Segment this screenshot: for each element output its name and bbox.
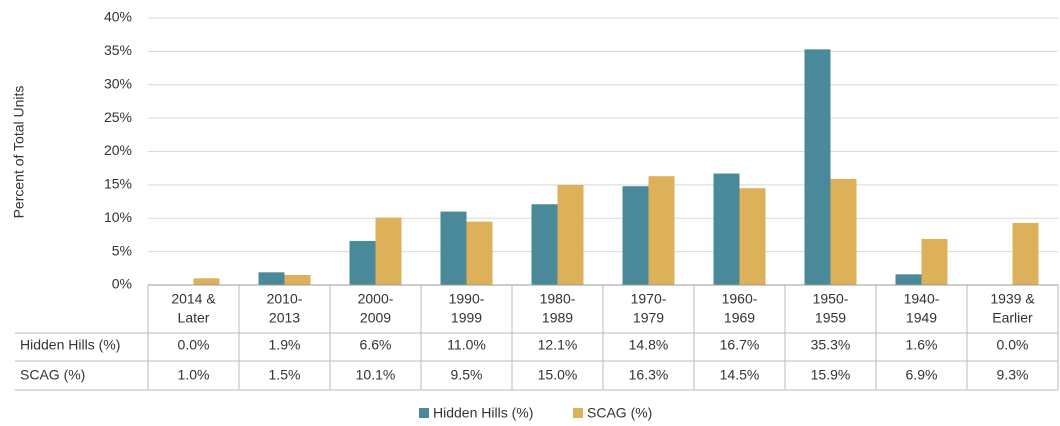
bar: [1012, 222, 1039, 285]
y-tick-label: 30%: [104, 75, 132, 91]
y-tick-label: 40%: [104, 9, 132, 25]
bar: [648, 176, 675, 285]
x-tick-label: 1999: [451, 310, 482, 326]
x-tick-label: 1980-: [540, 291, 576, 307]
bar: [830, 178, 857, 285]
x-tick-label: 2014 &: [171, 291, 216, 307]
y-tick-label: 15%: [104, 176, 132, 192]
y-tick-label: 20%: [104, 142, 132, 158]
x-tick-label: 2010-: [267, 291, 303, 307]
bar: [531, 204, 558, 285]
bar: [713, 173, 740, 285]
x-tick-label: 1990-: [449, 291, 485, 307]
table-cell: 6.6%: [360, 337, 392, 353]
table-cell: 35.3%: [811, 337, 851, 353]
y-axis-label: Percent of Total Units: [11, 86, 27, 219]
table-cell: 11.0%: [447, 337, 486, 353]
table-cell: 16.3%: [629, 367, 669, 383]
y-tick-label: 25%: [104, 109, 132, 125]
x-tick-label: 1940-: [904, 291, 940, 307]
table-cell: 10.1%: [356, 367, 396, 383]
x-tick-label: Later: [178, 310, 210, 326]
bar: [375, 217, 402, 285]
x-tick-label: 1970-: [631, 291, 667, 307]
table-cell: 14.8%: [629, 337, 669, 353]
bar: [921, 238, 948, 285]
x-tick-label: 2009: [360, 310, 391, 326]
x-tick-label: 1979: [633, 310, 664, 326]
x-tick-label: 1959: [815, 310, 846, 326]
legend-label: Hidden Hills (%): [433, 405, 533, 421]
table-cell: 14.5%: [720, 367, 760, 383]
x-tick-label: 2013: [269, 310, 300, 326]
legend-label: SCAG (%): [587, 405, 652, 421]
bar: [284, 274, 311, 285]
bar: [895, 274, 922, 285]
table-cell: 9.5%: [451, 367, 483, 383]
bar: [193, 278, 220, 285]
bar: [440, 211, 467, 285]
x-tick-label: 1989: [542, 310, 573, 326]
bar: [557, 184, 584, 285]
table-cell: 15.0%: [538, 367, 578, 383]
bar: [739, 188, 766, 285]
legend-swatch: [419, 408, 429, 418]
bar: [258, 272, 285, 285]
table-cell: 0.0%: [178, 337, 210, 353]
bar: [804, 49, 831, 286]
x-tick-label: 1939 &: [990, 291, 1035, 307]
y-tick-label: 0%: [112, 276, 132, 292]
table-row-label: SCAG (%): [20, 367, 85, 383]
bar: [466, 221, 493, 285]
x-tick-label: Earlier: [992, 310, 1033, 326]
x-tick-label: 1960-: [722, 291, 758, 307]
table-cell: 1.5%: [269, 367, 301, 383]
legend-swatch: [573, 408, 583, 418]
x-tick-label: 1950-: [813, 291, 849, 307]
y-tick-label: 5%: [112, 242, 132, 258]
x-tick-label: 2000-: [358, 291, 394, 307]
table-cell: 1.6%: [906, 337, 938, 353]
table-cell: 9.3%: [997, 367, 1029, 383]
table-cell: 1.9%: [269, 337, 301, 353]
y-tick-label: 10%: [104, 209, 132, 225]
bar: [622, 186, 649, 285]
table-cell: 0.0%: [997, 337, 1029, 353]
table-cell: 12.1%: [538, 337, 578, 353]
table-cell: 16.7%: [720, 337, 760, 353]
table-cell: 15.9%: [811, 367, 851, 383]
table-cell: 6.9%: [906, 367, 938, 383]
table-row-label: Hidden Hills (%): [20, 337, 120, 353]
table-cell: 1.0%: [178, 367, 210, 383]
x-tick-label: 1969: [724, 310, 755, 326]
x-tick-label: 1949: [906, 310, 937, 326]
bar: [349, 240, 376, 285]
y-tick-label: 35%: [104, 42, 132, 58]
